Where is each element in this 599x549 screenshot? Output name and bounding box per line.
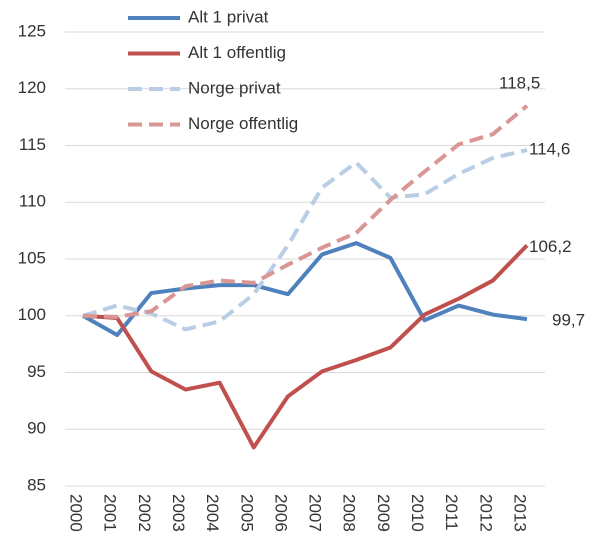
y-tick-label: 120 — [18, 78, 46, 97]
y-tick-label: 90 — [27, 419, 46, 438]
data-label: 118,5 — [499, 73, 540, 92]
y-tick-label: 100 — [18, 305, 46, 324]
y-tick-label: 105 — [18, 248, 46, 267]
x-tick-label: 2000 — [67, 494, 86, 532]
x-tick-label: 2012 — [476, 494, 495, 532]
x-tick-label: 2004 — [203, 494, 222, 532]
data-label: 99,7 — [552, 311, 585, 330]
data-label: 106,2 — [529, 237, 572, 256]
x-tick-label: 2001 — [101, 494, 120, 532]
series-line — [82, 104, 529, 319]
x-tick-label: 2013 — [511, 494, 530, 532]
x-tick-label: 2005 — [237, 494, 256, 532]
legend-label: Alt 1 privat — [188, 7, 269, 26]
x-tick-label: 2002 — [135, 494, 154, 532]
x-tick-label: 2003 — [169, 494, 188, 532]
data-label: 114,6 — [529, 140, 570, 159]
series-line — [82, 148, 528, 332]
y-tick-label: 125 — [18, 21, 46, 40]
series-line — [82, 243, 529, 450]
legend-label: Alt 1 offentlig — [188, 43, 286, 62]
x-tick-label: 2008 — [340, 494, 359, 532]
x-tick-label: 2010 — [408, 494, 427, 532]
legend-label: Norge privat — [188, 78, 281, 97]
x-tick-label: 2007 — [306, 494, 325, 532]
x-tick-label: 2009 — [374, 494, 393, 532]
x-tick-label: 2011 — [442, 494, 461, 531]
legend-label: Norge offentlig — [188, 114, 298, 133]
y-tick-label: 115 — [19, 135, 46, 154]
y-tick-label: 85 — [27, 475, 46, 494]
x-tick-label: 2006 — [271, 494, 290, 532]
y-tick-label: 110 — [19, 192, 46, 211]
series-line — [82, 241, 528, 338]
y-tick-label: 95 — [27, 362, 46, 381]
